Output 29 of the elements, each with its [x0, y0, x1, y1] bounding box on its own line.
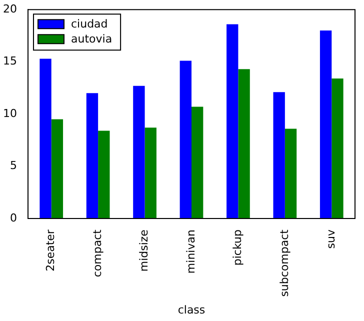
x-tick-label: minivan — [184, 230, 198, 274]
x-tick-label: 2seater — [44, 229, 58, 272]
y-tick-label: 10 — [2, 106, 17, 120]
x-tick-label: midsize — [138, 229, 151, 272]
y-tick-label: 20 — [2, 2, 17, 16]
bar — [180, 60, 192, 219]
bar — [284, 128, 297, 219]
bar — [133, 86, 145, 219]
y-tick-label: 0 — [10, 211, 17, 224]
x-tick-label: compact — [90, 228, 104, 278]
bar — [144, 128, 156, 219]
legend-label: ciudad — [70, 17, 108, 30]
bar — [98, 130, 110, 219]
legend-label: autovia — [70, 32, 112, 46]
bar — [86, 93, 98, 219]
bar — [192, 106, 204, 219]
x-tick-label: suv — [324, 229, 338, 249]
bar — [238, 69, 250, 219]
bar — [40, 58, 52, 219]
x-axis-title: class — [178, 303, 206, 316]
bar — [273, 92, 285, 219]
y-tick-label: 5 — [10, 159, 17, 172]
x-tick-label: pickup — [231, 230, 244, 266]
bar — [332, 78, 344, 219]
bar — [320, 30, 332, 219]
y-tick-label: 15 — [2, 54, 17, 68]
bar — [51, 119, 64, 219]
bar — [226, 24, 238, 219]
x-tick-label: subcompact — [278, 228, 291, 297]
